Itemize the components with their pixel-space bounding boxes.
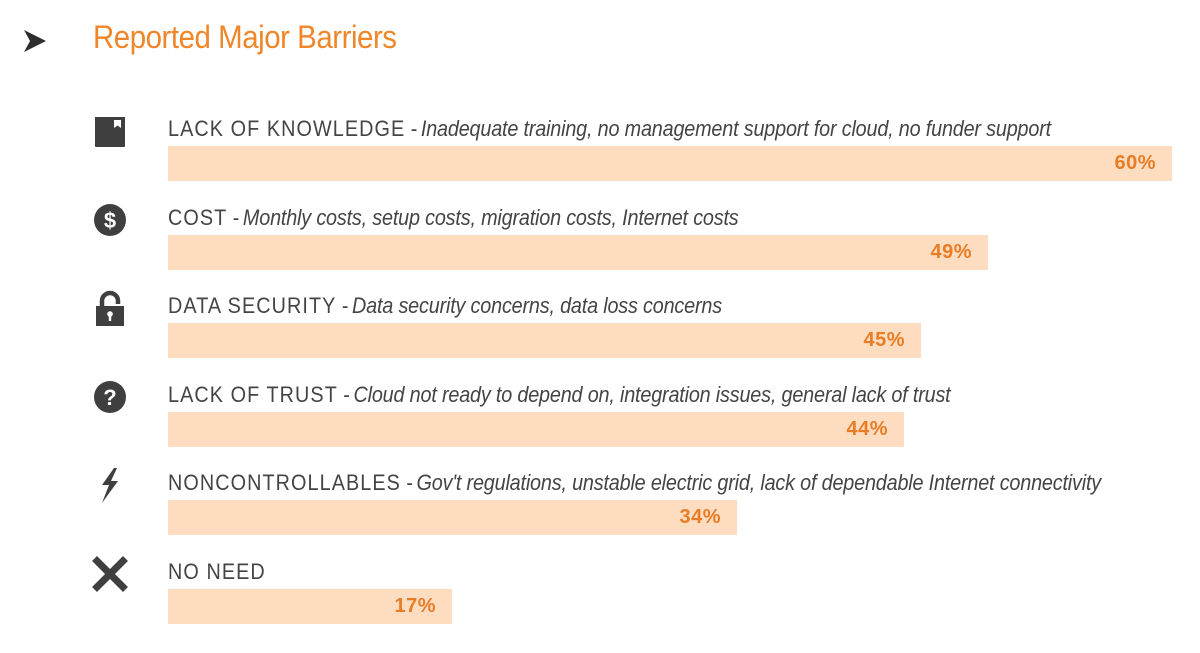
chart-title: Reported Major Barriers: [93, 19, 397, 55]
category-description: Monthly costs, setup costs, migration co…: [242, 204, 739, 230]
category-label: LACK OF TRUST: [168, 381, 338, 407]
lightning-icon: [102, 468, 118, 503]
question-icon: ?: [94, 380, 126, 413]
data-label: 45%: [863, 329, 905, 351]
category-description: Data security concerns, data loss concer…: [352, 293, 722, 318]
lock-icon: [96, 290, 124, 326]
bar-label: DATA SECURITY - Data security concerns, da…: [168, 293, 722, 319]
bar-row: NO NEED 17%: [0, 555, 1200, 636]
category-description: Inadequate training, no management suppo…: [420, 116, 1051, 141]
bar-row: NONCONTROLLABLES - Gov't regulations, unst…: [0, 467, 1200, 547]
category-description: Cloud not ready to depend on, integratio…: [353, 381, 951, 407]
bar-label: NONCONTROLLABLES - Gov't regulations, unst…: [168, 470, 1101, 496]
bar-label: LACK OF KNOWLEDGE - Inadequate training, n…: [168, 116, 1051, 142]
bar-label: COST - Monthly costs, setup costs, migrati…: [168, 205, 739, 231]
data-label: 17%: [394, 594, 436, 617]
bar-label: NO NEED: [168, 559, 266, 585]
data-label: 49%: [930, 240, 972, 263]
category-label: NONCONTROLLABLES: [168, 470, 401, 495]
data-label: 34%: [679, 506, 721, 528]
x-icon: [92, 555, 128, 592]
chevron-right-icon: [24, 30, 46, 52]
label-separator: -: [406, 470, 413, 495]
bar-row: DATA SECURITY - Data security concerns, da…: [0, 290, 1200, 370]
label-separator: -: [410, 116, 418, 141]
label-separator: -: [341, 293, 349, 318]
dollar-icon: $: [94, 203, 126, 236]
bar: 60%: [168, 146, 1172, 181]
category-label: DATA SECURITY: [168, 293, 337, 318]
svg-text:?: ?: [103, 385, 116, 410]
bar: 49%: [168, 234, 988, 270]
data-label: 60%: [1114, 152, 1156, 174]
label-separator: -: [343, 381, 350, 407]
category-label: NO NEED: [168, 558, 266, 584]
bar-label: LACK OF TRUST - Cloud not ready to depend …: [168, 382, 951, 408]
data-label: 44%: [846, 417, 888, 440]
book-icon: [95, 117, 125, 147]
svg-text:$: $: [104, 208, 116, 233]
bar: 44%: [168, 411, 904, 447]
bar: 45%: [168, 323, 921, 358]
bar: 17%: [168, 588, 452, 624]
label-separator: -: [232, 204, 240, 230]
bar: 34%: [168, 500, 737, 535]
bar-row: ? LACK OF TRUST - Cloud not ready to depend…: [0, 379, 1200, 459]
bar-row: $ COST - Monthly costs, setup costs, migrat…: [0, 202, 1200, 282]
category-label: LACK OF KNOWLEDGE: [168, 116, 406, 141]
category-description: Gov't regulations, unstable electric gri…: [416, 470, 1102, 495]
bar-row: LACK OF KNOWLEDGE - Inadequate training, n…: [0, 113, 1200, 193]
category-label: COST: [168, 204, 228, 230]
